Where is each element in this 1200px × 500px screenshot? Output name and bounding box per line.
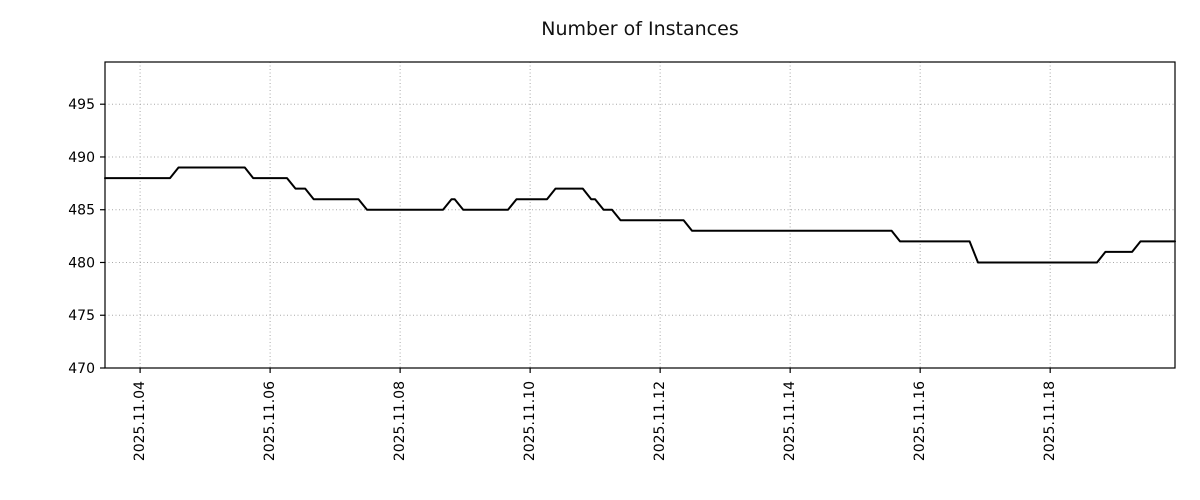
x-tick-label: 2025.11.08 (392, 381, 408, 461)
plot-frame (104, 61, 1176, 369)
x-tick-label: 2025.11.16 (912, 381, 928, 461)
y-tick-label: 495 (68, 97, 95, 113)
data-line-instances (104, 166, 1176, 264)
y-tick-label: 480 (68, 255, 95, 271)
x-tick-label: 2025.11.12 (652, 381, 668, 461)
x-tick-label: 2025.11.10 (522, 381, 538, 461)
y-tick-label: 470 (68, 361, 95, 377)
y-tick-label: 485 (68, 203, 95, 219)
chart-title: Number of Instances (541, 18, 739, 40)
y-tick-label: 475 (68, 308, 95, 324)
y-tick-label: 490 (68, 150, 95, 166)
x-tick-label: 2025.11.06 (262, 381, 278, 461)
x-tick-label: 2025.11.18 (1042, 381, 1058, 461)
x-tick-label: 2025.11.14 (782, 381, 798, 461)
x-tick-label: 2025.11.04 (132, 381, 148, 461)
